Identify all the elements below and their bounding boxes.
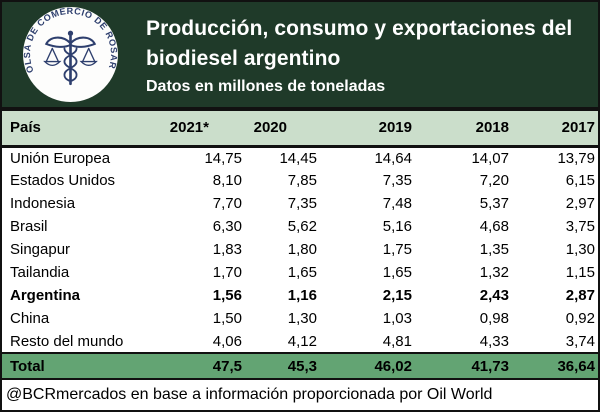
bcr-logo: BOLSA DE COMERCIO DE ROSARIO [18,0,119,103]
cell-pais: Tailandia [10,264,70,281]
cell-value: 4,33 [479,332,509,350]
cell-value: 7,35 [287,195,317,212]
cell-value: 1,50 [212,310,242,327]
cell-value: 1,03 [382,310,412,327]
total-label: Total [2,352,152,380]
cell-value: 0,98 [479,310,509,327]
cell-value: 5,37 [479,195,509,212]
cell-pais: Estados Unidos [10,172,116,189]
header-row: País 2021* 2020 2019 2018 2017 [2,111,598,148]
table-row-estados-unidos: Estados Unidos 8,10 7,85 7,35 7,20 6,15 [2,169,598,192]
table-row-brasil: Brasil 6,30 5,62 5,16 4,68 3,75 [2,215,598,238]
cell-value: 1,65 [382,264,412,281]
cell-value: 4,68 [479,218,509,235]
table-row-tailandia: Tailandia 1,70 1,65 1,65 1,32 1,15 [2,261,598,284]
title-line-1: Producción, consumo y exportaciones del [146,16,573,40]
banner-titles: Producción, consumo y exportaciones del … [146,14,598,96]
cell-value: 1,15 [565,264,595,281]
cell-pais: Brasil [10,218,48,235]
page-subtitle: Datos en millones de toneladas [146,77,386,95]
table-row-china: China 1,50 1,30 1,03 0,98 0,92 [2,307,598,330]
table-row-indonesia: Indonesia 7,70 7,35 7,48 5,37 2,97 [2,192,598,215]
cell-value: 1,35 [479,241,509,258]
cell-value: 7,70 [212,195,242,212]
table-row-union-europea: Unión Europea 14,75 14,45 14,64 14,07 13… [2,146,598,169]
cell-pais: Argentina [10,287,81,304]
cell-value: 1,32 [479,264,509,281]
cell-pais: Resto del mundo [10,332,124,350]
col-header-2021: 2021* [152,111,245,148]
cell-value: 3,75 [565,218,595,235]
cell-value: 8,10 [212,172,242,189]
table-row-argentina: Argentina 1,56 1,16 2,15 2,43 2,87 [2,284,598,307]
cell-value: 2,15 [382,287,412,304]
table-header: País 2021* 2020 2019 2018 2017 [2,111,598,148]
col-header-pais: País [2,111,152,148]
cell-pais: China [10,310,50,327]
cell-value: 7,20 [479,172,509,189]
cell-value: 1,16 [287,287,317,304]
cell-pais: Unión Europea [10,149,111,167]
cell-value: 1,83 [212,241,242,258]
col-header-2020: 2020 [245,111,320,148]
cell-value: 14,45 [279,149,317,167]
total-value: 41,73 [415,352,512,380]
cell-value: 3,74 [565,332,595,350]
cell-value: 1,80 [287,241,317,258]
cell-value: 4,12 [287,332,317,350]
col-header-2019: 2019 [320,111,415,148]
cell-value: 1,65 [287,264,317,281]
cell-value: 14,07 [471,149,509,167]
cell-value: 2,97 [565,195,595,212]
cell-value: 1,30 [565,241,595,258]
banner: BOLSA DE COMERCIO DE ROSARIO [2,0,598,111]
table-body: Unión Europea 14,75 14,45 14,64 14,07 13… [2,146,598,380]
source-credit: @BCRmercados en base a información propo… [2,380,598,410]
col-header-2017: 2017 [512,111,598,148]
cell-pais: Indonesia [10,195,76,212]
cell-value: 2,87 [565,287,595,304]
cell-value: 14,64 [374,149,412,167]
cell-value: 0,92 [565,310,595,327]
total-value: 45,3 [245,352,320,380]
bcr-seal-icon: BOLSA DE COMERCIO DE ROSARIO [18,0,118,102]
cell-value: 4,06 [212,332,242,350]
caduceus-scales-icon [43,30,98,86]
biodiesel-table: País 2021* 2020 2019 2018 2017 Unión Eur… [2,111,598,380]
title-line-2: biodiesel argentino [146,46,341,70]
total-value: 46,02 [320,352,415,380]
table-row-resto-del-mundo: Resto del mundo 4,06 4,12 4,81 4,33 3,74 [2,330,598,353]
total-value: 36,64 [512,352,598,380]
cell-value: 1,30 [287,310,317,327]
cell-value: 7,35 [382,172,412,189]
cell-value: 6,30 [212,218,242,235]
col-header-2018: 2018 [415,111,512,148]
cell-value: 5,62 [287,218,317,235]
cell-value: 5,16 [382,218,412,235]
cell-value: 6,15 [565,172,595,189]
cell-pais: Singapur [10,241,71,258]
cell-value: 7,48 [382,195,412,212]
cell-value: 2,43 [479,287,509,304]
cell-value: 14,75 [204,149,242,167]
page-title: Producción, consumo y exportaciones del … [146,14,598,74]
table-row-total: Total 47,5 45,3 46,02 41,73 36,64 [2,352,598,380]
cell-value: 1,75 [382,241,412,258]
cell-value: 4,81 [382,332,412,350]
total-value: 47,5 [152,352,245,380]
cell-value: 1,56 [212,287,242,304]
cell-value: 1,70 [212,264,242,281]
cell-value: 13,79 [557,149,595,167]
cell-value: 7,85 [287,172,317,189]
table-row-singapur: Singapur 1,83 1,80 1,75 1,35 1,30 [2,238,598,261]
